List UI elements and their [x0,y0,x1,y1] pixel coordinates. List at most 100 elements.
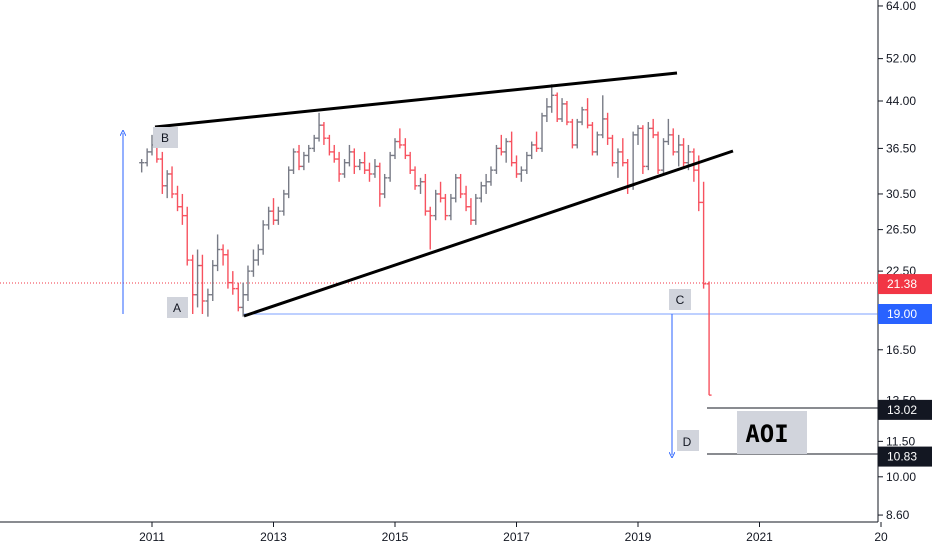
ohlc-bar [579,106,585,126]
ohlc-bar [655,131,661,174]
ohlc-bar [503,138,509,163]
price-tag-label: 10.83 [887,450,917,464]
ohlc-bar [594,131,600,156]
ohlc-bar [620,138,626,167]
ohlc-bar [139,159,145,173]
ohlc-bar [448,193,454,221]
ohlc-bar [281,189,287,216]
ohlc-bar [230,271,236,295]
ohlc-bar [402,138,408,160]
lower-trendline[interactable] [243,149,734,318]
ohlc-bar [670,128,676,156]
ohlc-bar [453,173,459,203]
x-tick-label: 2019 [625,530,652,544]
ohlc-bar [569,118,575,149]
ohlc-bar [635,125,641,145]
price-tags: 21.38 19.00 13.02 10.83 [878,274,932,467]
ohlc-bar [199,254,205,314]
ohlc-bar [357,159,363,171]
ohlc-bar [539,112,545,152]
ohlc-bar [514,155,519,178]
ohlc-bar [650,118,656,139]
ohlc-bar [275,206,281,225]
ohlc-bar [159,151,165,194]
ohlc-bar [286,166,292,199]
ohlc-bar [316,112,322,142]
ohlc-bar [331,144,337,163]
ohlc-bar [458,173,464,199]
ohlc-bar [422,173,428,216]
ohlc-bar [306,144,312,163]
ohlc-bar [549,84,555,113]
ohlc-bar [346,144,352,167]
ohlc-bar [438,181,444,203]
ohlc-bar [296,144,302,171]
ohlc-bar [427,206,433,250]
ohlc-bar [351,148,357,174]
ohlc-bar [190,254,196,314]
ohlc-bar [301,151,307,171]
ohlc-bar [326,134,332,156]
point-label-b[interactable]: B [153,127,178,148]
ohlc-bar [291,148,297,174]
ohlc-bar [442,193,448,221]
price-tag-label: 21.38 [887,277,917,291]
y-tick-label: 64.00 [886,0,916,13]
ohlc-bar [397,128,403,149]
ohlc-bar [235,282,241,312]
ohlc-bar [640,125,646,174]
ohlc-bar [706,281,712,396]
ohlc-bar [220,244,226,266]
ohlc-bar [534,131,540,152]
aoi-label[interactable]: AOI [737,411,807,454]
y-tick-label: 44.00 [886,94,916,108]
ohlc-bar [311,134,317,152]
point-label-b-text: B [161,131,169,145]
ohlc-bar [473,193,479,225]
ohlc-bar [665,118,671,145]
ohlc-bar [387,151,393,182]
ohlc-bar [509,131,515,167]
ohlc-bar [195,249,201,308]
ohlc-bar [498,134,504,156]
point-label-a[interactable]: A [167,297,188,318]
ohlc-bar [681,138,687,167]
point-label-c[interactable]: C [669,289,691,310]
ohlc-bar [701,181,707,289]
aoi-label-text: AOI [745,420,788,448]
price-tag: 21.38 [878,274,932,295]
price-tag-label: 19.00 [887,307,917,321]
price-tag: 19.00 [878,304,932,324]
y-tick-label: 11.50 [886,434,915,448]
y-axis-ticks: 64.0052.0044.0036.5030.5026.5022.5019.00… [878,0,916,522]
ohlc-bar [630,131,636,190]
ohlc-bar [463,185,469,212]
ohlc-bar [696,155,702,212]
ohlc-bar [609,134,615,167]
ohlc-bar [175,185,181,212]
ohlc-bar [625,159,631,194]
ohlc-bar [266,206,272,230]
upper-trendline[interactable] [154,71,678,129]
x-tick-label: 2013 [260,530,287,544]
ohlc-bar [661,138,667,174]
ohlc-bar [342,159,348,178]
ohlc-bars [139,84,712,396]
ohlc-bar [412,166,418,190]
ohlc-bar [271,198,276,225]
ohlc-bar [210,260,216,301]
ohlc-bar [544,98,550,123]
ohlc-bar [250,249,256,277]
ohlc-bar [554,92,560,123]
point-label-d[interactable]: D [677,430,699,451]
ohlc-bar [559,98,565,123]
ohlc-bar [493,144,499,174]
ohlc-bar [382,173,388,199]
price-tag: 13.02 [878,399,932,420]
ohlc-bar [362,151,368,174]
ohlc-bar [585,98,591,129]
ohlc-bar [600,95,606,139]
ohlc-bar [377,162,383,207]
y-tick-label: 26.50 [886,223,916,237]
